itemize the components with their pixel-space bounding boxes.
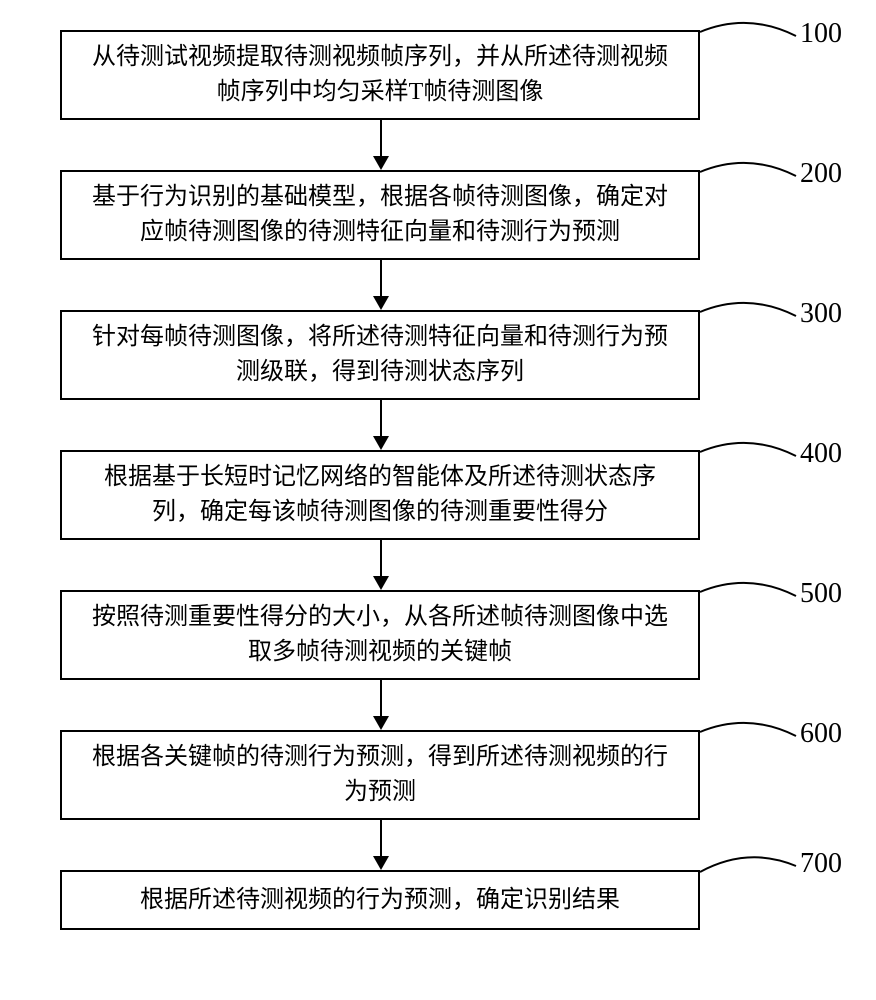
flow-step-label-s300: 300 [800,298,842,330]
flow-step-label-s600: 600 [800,718,842,750]
flow-step-text: 根据基于长短时记忆网络的智能体及所述待测状态序列，确定每该帧待测图像的待测重要性… [82,460,678,530]
arrow-line-3 [380,540,382,576]
flow-step-label-s700: 700 [800,848,842,880]
arrow-line-2 [380,400,382,436]
flow-step-s600: 根据各关键帧的待测行为预测，得到所述待测视频的行为预测 [60,730,700,820]
flow-step-text: 根据各关键帧的待测行为预测，得到所述待测视频的行为预测 [82,740,678,810]
leader-s200 [696,132,800,186]
flow-step-text: 根据所述待测视频的行为预测，确定识别结果 [140,883,620,918]
leader-s700 [696,826,800,882]
arrow-line-4 [380,680,382,716]
flow-step-text: 按照待测重要性得分的大小，从各所述帧待测图像中选取多帧待测视频的关键帧 [82,600,678,670]
arrow-line-1 [380,260,382,296]
flowchart-canvas: 从待测试视频提取待测视频帧序列，并从所述待测视频帧序列中均匀采样T帧待测图像 10… [0,0,876,1000]
flow-step-text: 针对每帧待测图像，将所述待测特征向量和待测行为预测级联，得到待测状态序列 [82,320,678,390]
flow-step-label-s400: 400 [800,438,842,470]
arrow-line-0 [380,120,382,156]
arrow-head-1 [373,296,389,310]
arrow-head-4 [373,716,389,730]
flow-step-s500: 按照待测重要性得分的大小，从各所述帧待测图像中选取多帧待测视频的关键帧 [60,590,700,680]
flow-step-s100: 从待测试视频提取待测视频帧序列，并从所述待测视频帧序列中均匀采样T帧待测图像 [60,30,700,120]
flow-step-label-s200: 200 [800,158,842,190]
flow-step-s300: 针对每帧待测图像，将所述待测特征向量和待测行为预测级联，得到待测状态序列 [60,310,700,400]
leader-s500 [696,552,800,606]
arrow-head-2 [373,436,389,450]
arrow-head-3 [373,576,389,590]
leader-s600 [696,692,800,746]
flow-step-label-s500: 500 [800,578,842,610]
leader-s100 [696,0,800,46]
arrow-line-5 [380,820,382,856]
flow-step-text: 基于行为识别的基础模型，根据各帧待测图像，确定对应帧待测图像的待测特征向量和待测… [82,180,678,250]
flow-step-s400: 根据基于长短时记忆网络的智能体及所述待测状态序列，确定每该帧待测图像的待测重要性… [60,450,700,540]
arrow-head-5 [373,856,389,870]
flow-step-label-s100: 100 [800,18,842,50]
flow-step-s200: 基于行为识别的基础模型，根据各帧待测图像，确定对应帧待测图像的待测特征向量和待测… [60,170,700,260]
leader-s300 [696,272,800,326]
flow-step-text: 从待测试视频提取待测视频帧序列，并从所述待测视频帧序列中均匀采样T帧待测图像 [82,40,678,110]
leader-s400 [696,412,800,466]
flow-step-s700: 根据所述待测视频的行为预测，确定识别结果 [60,870,700,930]
arrow-head-0 [373,156,389,170]
